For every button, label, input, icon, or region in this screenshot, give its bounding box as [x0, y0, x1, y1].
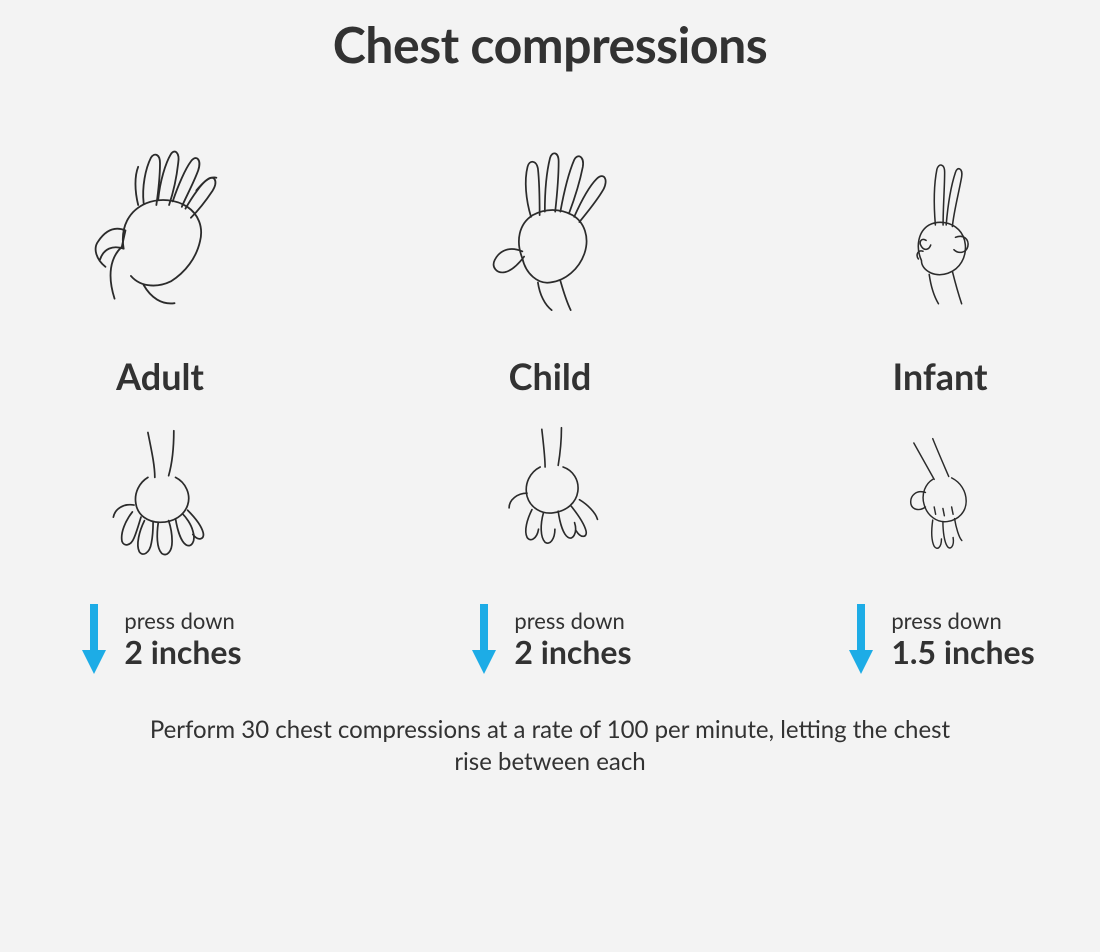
columns-row: Adult: [20, 130, 1080, 678]
footer-instruction: Perform 30 chest compressions at a rate …: [140, 714, 960, 779]
depth-value: 1.5 inches: [891, 634, 1034, 669]
depth-row: press down 1.5 inches: [845, 600, 1034, 678]
infant-hand-bottom-icon: [830, 424, 1050, 594]
child-hand-top-icon: [440, 130, 660, 340]
depth-row: press down 2 inches: [468, 600, 631, 678]
page-title: Chest compressions: [333, 14, 768, 74]
adult-hand-top-icon: [50, 130, 270, 340]
infographic-page: Chest compressions: [0, 0, 1100, 952]
depth-text: press down 1.5 inches: [891, 609, 1034, 668]
press-label: press down: [891, 609, 1034, 633]
column-label: Child: [509, 354, 592, 398]
column-label: Adult: [116, 354, 204, 398]
column-child: Child: [410, 130, 690, 678]
column-adult: Adult: [20, 130, 300, 678]
depth-value: 2 inches: [514, 634, 631, 669]
column-infant: Infant: [800, 130, 1080, 678]
press-label: press down: [124, 609, 241, 633]
infant-hand-top-icon: [830, 130, 1050, 340]
down-arrow-icon: [468, 600, 500, 678]
down-arrow-icon: [845, 600, 877, 678]
down-arrow-icon: [78, 600, 110, 678]
child-hand-bottom-icon: [440, 424, 660, 594]
column-label: Infant: [893, 354, 988, 398]
depth-text: press down 2 inches: [514, 609, 631, 668]
adult-hand-bottom-icon: [50, 424, 270, 594]
depth-value: 2 inches: [124, 634, 241, 669]
depth-text: press down 2 inches: [124, 609, 241, 668]
press-label: press down: [514, 609, 631, 633]
depth-row: press down 2 inches: [78, 600, 241, 678]
